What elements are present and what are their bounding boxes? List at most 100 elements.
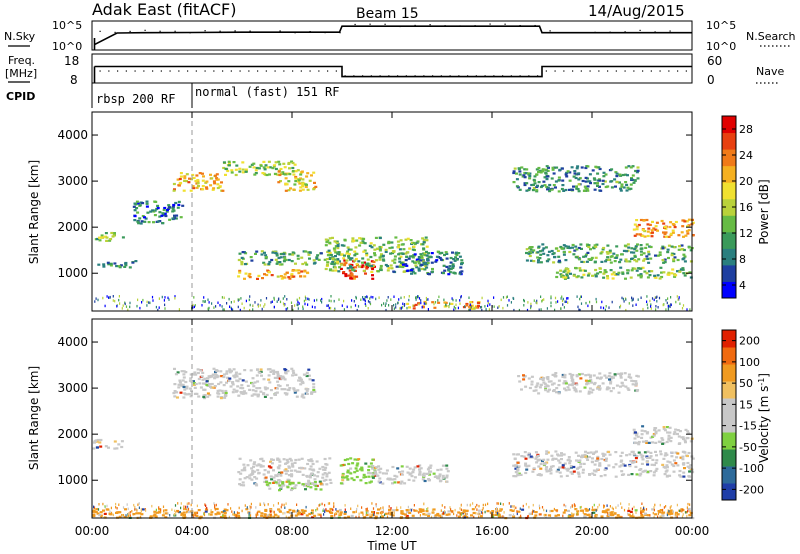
echo-speckle bbox=[665, 308, 667, 311]
echo-cell bbox=[354, 266, 358, 269]
echo-cell bbox=[291, 161, 295, 165]
echo-cell bbox=[92, 510, 96, 513]
echo-speckle bbox=[641, 512, 643, 515]
echo-cell bbox=[257, 463, 261, 466]
echo-speckle bbox=[480, 305, 483, 309]
nave-point bbox=[134, 70, 136, 72]
echo-cell bbox=[640, 433, 644, 436]
echo-speckle bbox=[112, 513, 114, 517]
echo-cell bbox=[546, 378, 550, 381]
echo-speckle bbox=[640, 296, 642, 299]
echo-cell bbox=[640, 514, 644, 517]
echo-cell bbox=[391, 478, 395, 481]
nsearch-point bbox=[489, 23, 491, 25]
echo-cell bbox=[374, 236, 378, 239]
echo-speckle bbox=[327, 502, 329, 505]
echo-cell bbox=[536, 251, 540, 254]
echo-cell bbox=[183, 175, 187, 178]
echo-cell bbox=[539, 171, 543, 174]
echo-cell bbox=[298, 182, 302, 185]
echo-speckle bbox=[177, 510, 179, 513]
echo-cell bbox=[609, 269, 613, 272]
echo-cell bbox=[598, 462, 602, 465]
echo-speckle bbox=[665, 505, 667, 508]
echo-cell bbox=[579, 465, 583, 468]
colorbar-tick-label: 28 bbox=[739, 123, 753, 136]
echo-speckle bbox=[676, 515, 678, 519]
echo-speckle bbox=[426, 298, 428, 301]
echo-cell bbox=[95, 508, 99, 511]
echo-cell bbox=[362, 269, 366, 272]
echo-cell bbox=[641, 266, 645, 269]
echo-cell bbox=[367, 475, 371, 478]
echo-cell bbox=[270, 274, 274, 277]
echo-speckle bbox=[659, 503, 661, 507]
echo-cell bbox=[565, 171, 569, 174]
echo-speckle bbox=[232, 513, 235, 516]
echo-speckle bbox=[284, 506, 286, 509]
echo-cell bbox=[525, 465, 529, 468]
echo-cell bbox=[248, 165, 252, 168]
echo-cell bbox=[592, 177, 596, 180]
echo-cell bbox=[562, 276, 566, 279]
echo-cell bbox=[240, 469, 244, 472]
echo-cell bbox=[276, 466, 280, 469]
echo-cell bbox=[393, 261, 397, 264]
echo-cell bbox=[577, 178, 581, 181]
echo-cell bbox=[311, 379, 315, 382]
echo-cell bbox=[302, 511, 306, 515]
echo-cell bbox=[276, 457, 280, 460]
echo-speckle bbox=[123, 515, 125, 519]
echo-cell bbox=[631, 267, 635, 270]
echo-speckle bbox=[646, 295, 648, 298]
echo-cell bbox=[639, 244, 643, 247]
echo-cell bbox=[641, 454, 645, 457]
echo-cell bbox=[296, 169, 300, 172]
echo-cell bbox=[587, 390, 591, 393]
echo-speckle bbox=[132, 513, 134, 516]
echo-cell bbox=[324, 244, 328, 247]
echo-cell bbox=[263, 263, 267, 266]
echo-cell bbox=[270, 462, 274, 465]
echo-cell bbox=[423, 254, 427, 257]
nave-point bbox=[677, 70, 679, 72]
echo-cell bbox=[329, 507, 333, 511]
echo-speckle bbox=[344, 508, 346, 511]
echo-cell bbox=[275, 474, 279, 478]
echo-cell bbox=[222, 373, 226, 376]
echo-cell bbox=[419, 253, 423, 256]
echo-cell bbox=[681, 455, 685, 458]
colorbar-segment bbox=[722, 466, 736, 484]
echo-cell bbox=[583, 515, 587, 518]
echo-cell bbox=[412, 304, 416, 307]
echo-cell bbox=[241, 168, 245, 171]
echo-cell bbox=[676, 432, 679, 436]
echo-speckle bbox=[208, 306, 210, 310]
echo-speckle bbox=[481, 308, 483, 312]
echo-speckle bbox=[523, 304, 525, 307]
echo-cell bbox=[430, 252, 434, 255]
echo-cell bbox=[417, 256, 421, 259]
echo-cell bbox=[206, 395, 210, 398]
echo-cell bbox=[440, 258, 443, 261]
echo-cell bbox=[204, 510, 208, 513]
echo-cell bbox=[96, 512, 100, 515]
echo-cell bbox=[677, 435, 681, 438]
echo-cell bbox=[145, 205, 149, 208]
echo-speckle bbox=[267, 503, 269, 506]
echo-cell bbox=[633, 259, 637, 262]
echo-cell bbox=[115, 265, 119, 268]
echo-cell bbox=[577, 183, 581, 186]
echo-speckle bbox=[164, 303, 166, 307]
echo-speckle bbox=[642, 307, 644, 311]
echo-cell bbox=[565, 175, 569, 178]
echo-cell bbox=[285, 480, 289, 483]
echo-cell bbox=[353, 250, 357, 253]
echo-cell bbox=[377, 465, 381, 468]
echo-speckle bbox=[163, 299, 165, 302]
echo-cell bbox=[384, 512, 388, 515]
echo-cell bbox=[543, 184, 547, 187]
echo-cell bbox=[403, 264, 407, 267]
echo-speckle bbox=[371, 502, 373, 505]
echo-cell bbox=[556, 468, 560, 471]
